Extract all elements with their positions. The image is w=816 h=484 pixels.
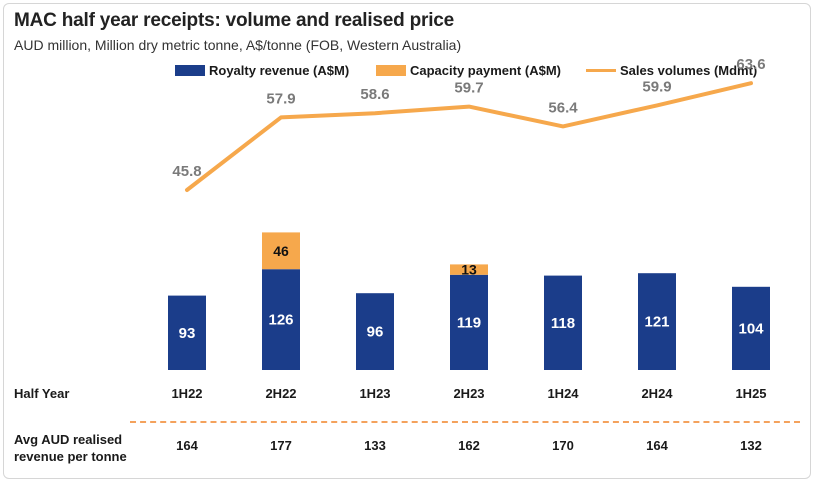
legend-item-sales: Sales volumes (Mdmt) xyxy=(586,63,757,78)
x-tick-label: 1H23 xyxy=(359,386,390,401)
royalty-bar-2h23 xyxy=(450,274,488,370)
chart-subtitle: AUD million, Million dry metric tonne, A… xyxy=(14,37,462,53)
royalty-value-label: 93 xyxy=(179,325,196,342)
royalty-value-label: 119 xyxy=(457,314,481,331)
row-label-avg-price-line1: Avg AUD realised xyxy=(14,432,123,447)
legend-swatch-sales xyxy=(586,69,616,72)
row-label-half-year: Half Year xyxy=(14,386,70,401)
capacity-value-label: 46 xyxy=(273,243,289,259)
sales-volume-line xyxy=(185,81,753,192)
royalty-bar-2h24 xyxy=(638,273,676,370)
royalty-bar-1h24 xyxy=(544,275,582,370)
avg-price-value: 177 xyxy=(270,438,292,453)
legend-swatch-capacity xyxy=(376,65,406,76)
x-tick-label: 2H23 xyxy=(453,386,484,401)
legend-label-sales: Sales volumes (Mdmt) xyxy=(620,63,758,78)
avg-price-value: 133 xyxy=(364,438,386,453)
royalty-bar-1h22 xyxy=(168,295,206,370)
sales-volume-label: 63.6 xyxy=(736,56,765,73)
sales-volume-label: 45.8 xyxy=(172,163,201,180)
sales-volume-label: 59.7 xyxy=(454,80,483,97)
legend-label-capacity: Capacity payment (A$M) xyxy=(410,63,561,78)
legend-item-capacity: Capacity payment (A$M) xyxy=(376,63,561,78)
royalty-value-label: 96 xyxy=(367,324,384,341)
avg-price-value: 164 xyxy=(176,438,198,453)
x-tick-label: 2H24 xyxy=(641,386,673,401)
chart-frame xyxy=(3,3,811,479)
capacity-bar-2h23 xyxy=(450,264,488,275)
royalty-value-label: 118 xyxy=(551,315,575,332)
sales-volume-label: 57.9 xyxy=(266,90,295,107)
avg-price-value: 170 xyxy=(552,438,574,453)
capacity-bar-2h22 xyxy=(262,232,300,270)
x-tick-label: 1H24 xyxy=(547,386,579,401)
avg-price-value: 164 xyxy=(646,438,668,453)
royalty-value-label: 104 xyxy=(738,320,764,337)
x-tick-label: 1H22 xyxy=(171,386,202,401)
sales-volume-label: 59.9 xyxy=(642,78,671,95)
capacity-value-label: 13 xyxy=(461,262,477,278)
royalty-value-label: 126 xyxy=(268,312,293,329)
chart-title: MAC half year receipts: volume and reali… xyxy=(14,10,455,31)
row-divider xyxy=(130,421,800,423)
sales-volume-label: 58.6 xyxy=(360,86,389,103)
legend-item-royalty: Royalty revenue (A$M) xyxy=(175,63,349,78)
row-label-avg-price-line2: revenue per tonne xyxy=(14,449,127,464)
x-tick-label: 2H22 xyxy=(265,386,296,401)
avg-price-value: 132 xyxy=(740,438,762,453)
royalty-bar-2h22 xyxy=(262,269,300,370)
royalty-bar-1h25 xyxy=(732,286,770,370)
legend-swatch-royalty xyxy=(175,65,205,76)
x-tick-label: 1H25 xyxy=(735,386,766,401)
sales-volume-label: 56.4 xyxy=(548,99,578,116)
royalty-bar-1h23 xyxy=(356,293,394,370)
royalty-value-label: 121 xyxy=(644,314,669,331)
legend-label-royalty: Royalty revenue (A$M) xyxy=(209,63,350,78)
legend: Royalty revenue (A$M) Capacity payment (… xyxy=(0,63,816,81)
avg-price-value: 162 xyxy=(458,438,480,453)
